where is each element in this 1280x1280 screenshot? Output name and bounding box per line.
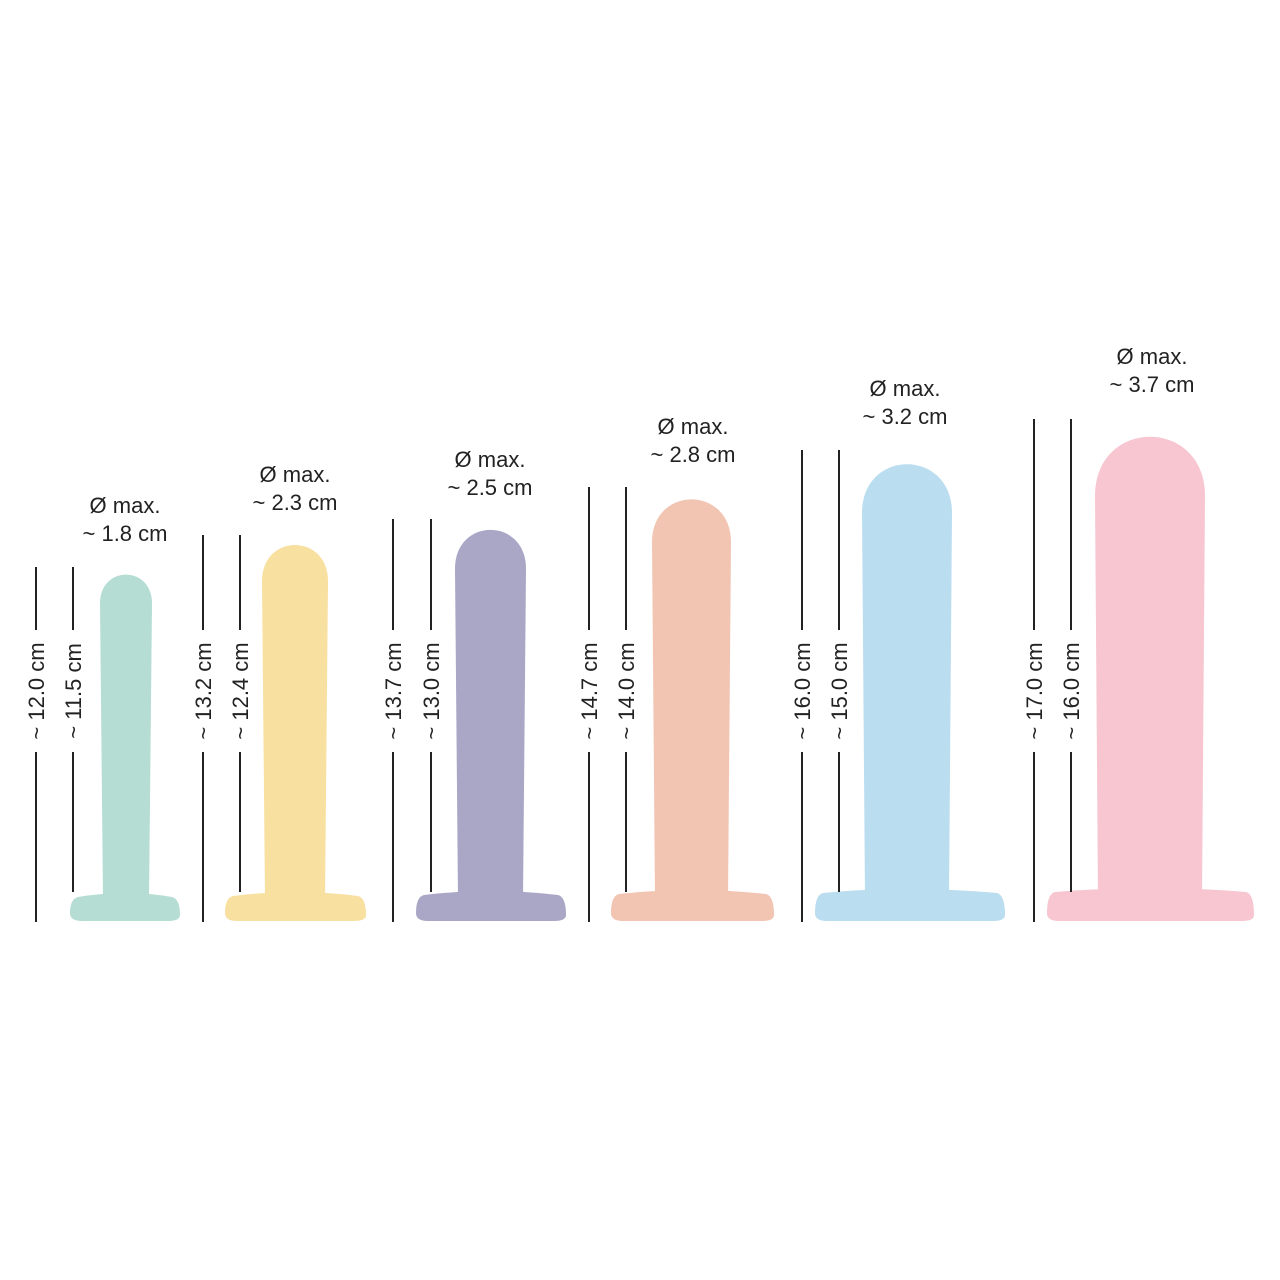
diameter-value: ~ 2.5 cm — [448, 475, 533, 500]
total-length-label: ~ 13.7 cm — [381, 642, 406, 739]
insertable-length-label: ~ 15.0 cm — [827, 642, 852, 739]
total-length-label: ~ 14.7 cm — [577, 642, 602, 739]
total-length-label: ~ 12.0 cm — [24, 642, 49, 739]
diameter-label: Ø max. — [658, 414, 729, 439]
diameter-label: Ø max. — [455, 447, 526, 472]
dilator-base — [815, 889, 1005, 921]
dilator-1: ~ 12.0 cm ~ 11.5 cm Ø max. ~ 1.8 cm — [24, 493, 180, 922]
dilator-3: ~ 13.7 cm ~ 13.0 cm Ø max. ~ 2.5 cm — [381, 447, 566, 922]
total-length-label: ~ 16.0 cm — [790, 642, 815, 739]
dilator-body — [100, 574, 152, 900]
diameter-label: Ø max. — [90, 493, 161, 518]
total-length-label: ~ 17.0 cm — [1022, 642, 1047, 739]
diameter-value: ~ 2.8 cm — [651, 442, 736, 467]
diameter-value: ~ 1.8 cm — [83, 521, 168, 546]
insertable-length-label: ~ 11.5 cm — [61, 643, 86, 739]
insertable-length-label: ~ 12.4 cm — [228, 642, 253, 739]
dilator-base — [225, 892, 366, 921]
dilator-body — [862, 464, 952, 900]
dilator-body — [262, 545, 328, 900]
dilator-2: ~ 13.2 cm ~ 12.4 cm Ø max. ~ 2.3 cm — [191, 462, 366, 922]
dilator-base — [416, 891, 566, 921]
diameter-label: Ø max. — [260, 462, 331, 487]
total-length-label: ~ 13.2 cm — [191, 642, 216, 739]
dilator-base — [611, 890, 774, 921]
dilator-6: ~ 17.0 cm ~ 16.0 cm Ø max. ~ 3.7 cm — [1022, 344, 1254, 922]
diameter-value: ~ 3.7 cm — [1110, 372, 1195, 397]
diameter-value: ~ 3.2 cm — [863, 404, 948, 429]
dilator-5: ~ 16.0 cm ~ 15.0 cm Ø max. ~ 3.2 cm — [790, 376, 1005, 922]
insertable-length-label: ~ 14.0 cm — [614, 642, 639, 739]
insertable-length-label: ~ 16.0 cm — [1059, 642, 1084, 739]
diameter-label: Ø max. — [1117, 344, 1188, 369]
diameter-label: Ø max. — [870, 376, 941, 401]
dilator-base — [70, 893, 180, 921]
insertable-length-label: ~ 13.0 cm — [419, 642, 444, 739]
dilator-base — [1047, 888, 1254, 921]
dilator-body — [652, 499, 731, 900]
dilator-body — [455, 529, 526, 900]
dilator-body — [1095, 436, 1205, 900]
dilator-4: ~ 14.7 cm ~ 14.0 cm Ø max. ~ 2.8 cm — [577, 414, 774, 922]
diameter-value: ~ 2.3 cm — [253, 490, 338, 515]
